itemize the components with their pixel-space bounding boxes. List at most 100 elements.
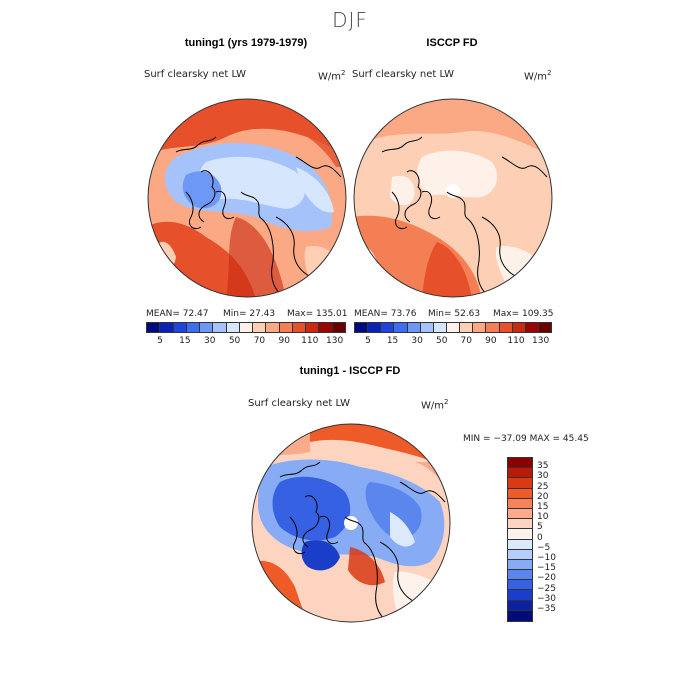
diff-colorbar-tick: −30: [537, 593, 556, 604]
right-field-label: Surf clearsky net LW: [352, 69, 455, 80]
right-colorbar-tick: 110: [507, 336, 525, 346]
diff-colorbar-tick: −10: [537, 553, 556, 563]
right-colorbar-swatch: [381, 323, 395, 332]
diff-colorbar-tick: 35: [537, 461, 549, 472]
diff-colorbar-tick: −25: [537, 583, 556, 594]
right-colorbar-swatch: [394, 323, 408, 332]
right-polar-map: [353, 98, 553, 298]
right-colorbar-ticks: 5 15 30 50 70 90 110 130: [354, 336, 552, 348]
left-colorbar-tick: 5: [157, 336, 163, 346]
left-colorbar-swatch: [253, 323, 267, 332]
diff-polar-map: [251, 423, 451, 623]
left-colorbar-swatch: [306, 323, 320, 332]
left-colorbar-swatch: [239, 323, 254, 332]
diff-colorbar-swatch: [508, 549, 532, 560]
diff-colorbar-swatch: [508, 570, 532, 581]
left-colorbar-swatch: [200, 323, 214, 332]
right-colorbar-swatch: [446, 323, 461, 332]
left-colorbar-tick: 30: [203, 336, 216, 346]
left-colorbar-tick: 70: [253, 336, 266, 346]
right-colorbar-swatch: [486, 323, 500, 332]
diff-colorbar-swatch: [508, 458, 532, 469]
right-colorbar-swatch: [355, 323, 369, 332]
right-mean-stat: MEAN= 73.76: [354, 309, 417, 319]
diff-colorbar-tick: 30: [537, 471, 549, 482]
right-colorbar-tick: 70: [460, 336, 472, 346]
left-mean-stat: MEAN= 72.47: [146, 309, 209, 319]
left-colorbar-tick: 130: [326, 336, 344, 346]
right-colorbar-tick: 130: [532, 336, 550, 346]
diff-colorbar-swatch: [508, 519, 532, 530]
right-max-stat: Max= 109.35: [493, 309, 554, 319]
left-colorbar-swatch: [213, 323, 227, 332]
diff-colorbar-tick: −5: [537, 542, 551, 553]
diff-colorbar-swatch: [508, 600, 532, 611]
diff-colorbar-tick: 10: [537, 512, 549, 523]
left-colorbar: [146, 322, 346, 333]
diff-colorbar-swatch: [508, 468, 532, 479]
diff-colorbar-swatch: [508, 508, 532, 520]
left-colorbar-swatch: [186, 323, 201, 332]
right-colorbar-tick: 30: [411, 336, 423, 346]
right-colorbar-swatch: [473, 323, 487, 332]
diff-colorbar: [507, 457, 533, 622]
diff-colorbar-tick: 5: [537, 522, 543, 533]
right-colorbar-tick: 5: [365, 336, 371, 346]
diff-colorbar-tick: −35: [537, 604, 556, 614]
right-colorbar-swatch: [512, 323, 526, 332]
diff-colorbar-tick: 15: [537, 502, 549, 512]
right-colorbar: [354, 322, 552, 333]
diff-colorbar-tick: −20: [537, 573, 556, 584]
left-colorbar-tick: 110: [301, 336, 319, 346]
diff-colorbar-swatch: [508, 539, 532, 550]
left-colorbar-tick: 90: [278, 336, 290, 346]
left-field-label: Surf clearsky net LW: [144, 69, 247, 80]
right-colorbar-swatch: [499, 323, 513, 332]
right-colorbar-swatch: [368, 323, 382, 332]
right-colorbar-swatch: [433, 323, 447, 332]
right-colorbar-tick: 50: [435, 336, 448, 346]
left-max-stat: Max= 135.01: [287, 309, 348, 319]
left-colorbar-swatch: [266, 323, 280, 332]
diff-colorbar-swatch: [508, 580, 532, 591]
right-units-label: W/m2: [524, 69, 552, 83]
diff-colorbar-swatch: [508, 488, 532, 499]
right-colorbar-tick: 15: [386, 336, 399, 346]
left-colorbar-swatch: [173, 323, 187, 332]
page-title: DJF: [332, 8, 368, 32]
right-colorbar-swatch: [407, 323, 421, 332]
left-colorbar-tick: 50: [228, 336, 241, 346]
diff-colorbar-swatch: [508, 529, 532, 540]
left-units-label: W/m2: [318, 69, 346, 83]
left-colorbar-swatch: [292, 323, 307, 332]
diff-colorbar-swatch: [508, 559, 532, 571]
left-colorbar-swatch: [319, 323, 333, 332]
left-colorbar-swatch: [160, 323, 174, 332]
left-colorbar-ticks: 5 15 30 50 70 90 110 130: [146, 336, 346, 348]
right-colorbar-swatch: [420, 323, 434, 332]
right-colorbar-swatch: [538, 323, 552, 332]
left-polar-map: [147, 98, 347, 298]
diff-colorbar-tick: 0: [537, 532, 543, 543]
left-colorbar-swatch: [279, 323, 293, 332]
diff-minmax-stat: MIN = −37.09 MAX = 45.45: [463, 434, 589, 444]
right-colorbar-swatch: [525, 323, 539, 332]
diff-units-label: W/m2: [421, 398, 449, 412]
diff-colorbar-tick: 20: [537, 491, 549, 502]
diff-colorbar-swatch: [508, 498, 532, 509]
diff-colorbar-tick: 25: [537, 481, 549, 492]
diff-colorbar-swatch: [508, 478, 532, 489]
left-colorbar-swatch: [332, 323, 345, 332]
diff-colorbar-tick: −15: [537, 563, 556, 574]
diff-colorbar-swatch: [508, 590, 532, 601]
left-colorbar-swatch: [226, 323, 240, 332]
left-panel-title: tuning1 (yrs 1979-1979): [184, 37, 308, 49]
diff-colorbar-swatch: [508, 610, 532, 621]
left-min-stat: Min= 27.43: [223, 309, 276, 319]
left-colorbar-swatch: [147, 323, 161, 332]
right-colorbar-swatch: [460, 323, 474, 332]
left-colorbar-tick: 15: [179, 336, 191, 346]
diff-colorbar-ticks: 35 30 25 20 15 10 5 0 −5 −10 −15 −20 −25 −30 −35: [537, 457, 577, 623]
right-min-stat: Min= 52.63: [428, 309, 481, 319]
diff-field-label: Surf clearsky net LW: [248, 398, 351, 409]
